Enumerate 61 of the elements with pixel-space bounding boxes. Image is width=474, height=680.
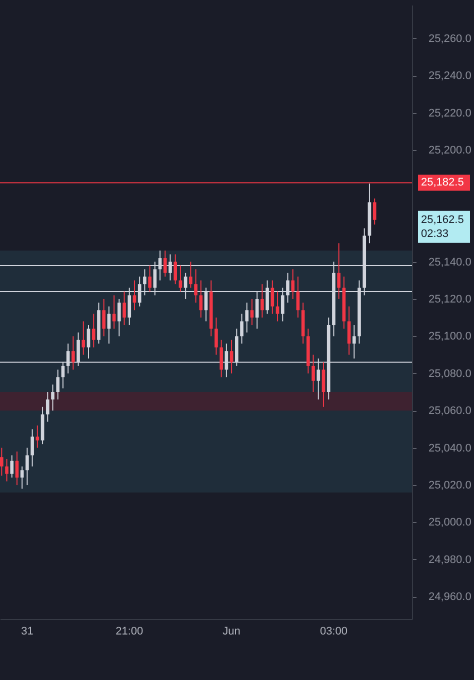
candlestick (72, 336, 75, 370)
candlestick (30, 428, 34, 467)
y-tick-label: 25,020.0 (428, 480, 472, 492)
ref-line-label: 25,182.5 (421, 176, 464, 189)
candlestick (199, 280, 203, 318)
candlestick (82, 320, 86, 356)
y-tick-label: 25,060.0 (428, 405, 472, 418)
y-tick-label: 25,080.0 (428, 368, 472, 380)
candlestick (337, 242, 340, 300)
x-tick-label: Jun (222, 626, 240, 638)
text: 25,162.5 (421, 214, 464, 226)
candlestick (26, 447, 29, 486)
candlestick (270, 280, 274, 314)
candlestick (117, 298, 121, 337)
candlestick (122, 291, 126, 326)
candlestick (194, 268, 198, 304)
candlestick (322, 362, 326, 408)
y-tick-label: 24,960.0 (428, 591, 472, 604)
candlestick (0, 447, 4, 476)
candlestick (312, 354, 315, 393)
candlestick (163, 250, 167, 278)
y-tick-label: 25,260.0 (428, 32, 472, 45)
y-tick-label: 25,040.0 (428, 442, 472, 454)
candlestick (276, 291, 280, 322)
candlestick (20, 466, 24, 490)
candlestick (102, 298, 106, 337)
candlestick (245, 302, 249, 333)
candlestick (92, 313, 96, 348)
candlestick (352, 324, 356, 360)
candlestick (291, 268, 295, 300)
candlestick (250, 298, 254, 326)
candlestick (220, 339, 223, 378)
text: 02:33 (421, 228, 449, 240)
candlestick (5, 458, 8, 482)
candlestick (260, 284, 264, 318)
y-tick-label: 25,240.0 (428, 70, 472, 82)
y-tick-label: 25,120.0 (428, 293, 472, 306)
candlestick (10, 454, 14, 478)
candlestick (51, 384, 54, 412)
candlestick (36, 424, 40, 448)
candlestick (178, 264, 182, 292)
y-tick-label: 25,140.0 (428, 256, 472, 268)
candlestick (46, 392, 50, 422)
x-tick-label: 03:00 (320, 626, 348, 638)
candlestick (56, 369, 60, 400)
candlestick (372, 198, 376, 226)
y-tick-label: 25,100.0 (428, 330, 472, 343)
y-tick-label: 24,980.0 (428, 554, 472, 566)
candlestick (189, 261, 192, 288)
x-tick-label: 21:00 (116, 626, 144, 638)
candlestick (214, 317, 218, 356)
x-tick-label: 31 (21, 626, 34, 638)
candlestick (296, 276, 300, 318)
candlestick (86, 324, 90, 360)
y-tick-label: 25,000.0 (428, 516, 472, 529)
y-tick-label: 25,200.0 (428, 144, 472, 157)
candlestick (240, 313, 244, 344)
candlestick (148, 264, 152, 292)
y-tick-label: 25,220.0 (428, 107, 472, 120)
candlestick (112, 294, 116, 330)
candlestick (174, 254, 178, 285)
